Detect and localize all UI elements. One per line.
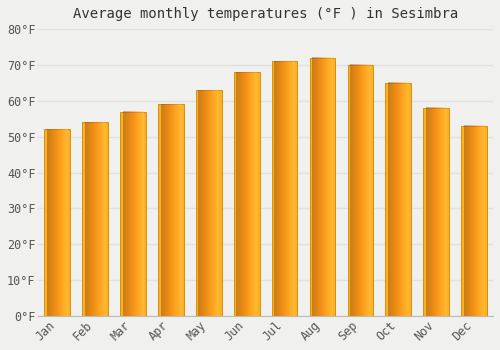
Bar [386, 83, 411, 316]
Bar [272, 61, 297, 316]
Bar [310, 58, 336, 316]
Bar [120, 112, 146, 316]
Bar [196, 90, 222, 316]
Bar [424, 108, 449, 316]
Bar [158, 104, 184, 316]
Bar [461, 126, 487, 316]
Bar [234, 72, 260, 316]
Bar [44, 130, 70, 316]
Bar [82, 122, 108, 316]
Title: Average monthly temperatures (°F ) in Sesimbra: Average monthly temperatures (°F ) in Se… [73, 7, 458, 21]
Bar [348, 65, 374, 316]
